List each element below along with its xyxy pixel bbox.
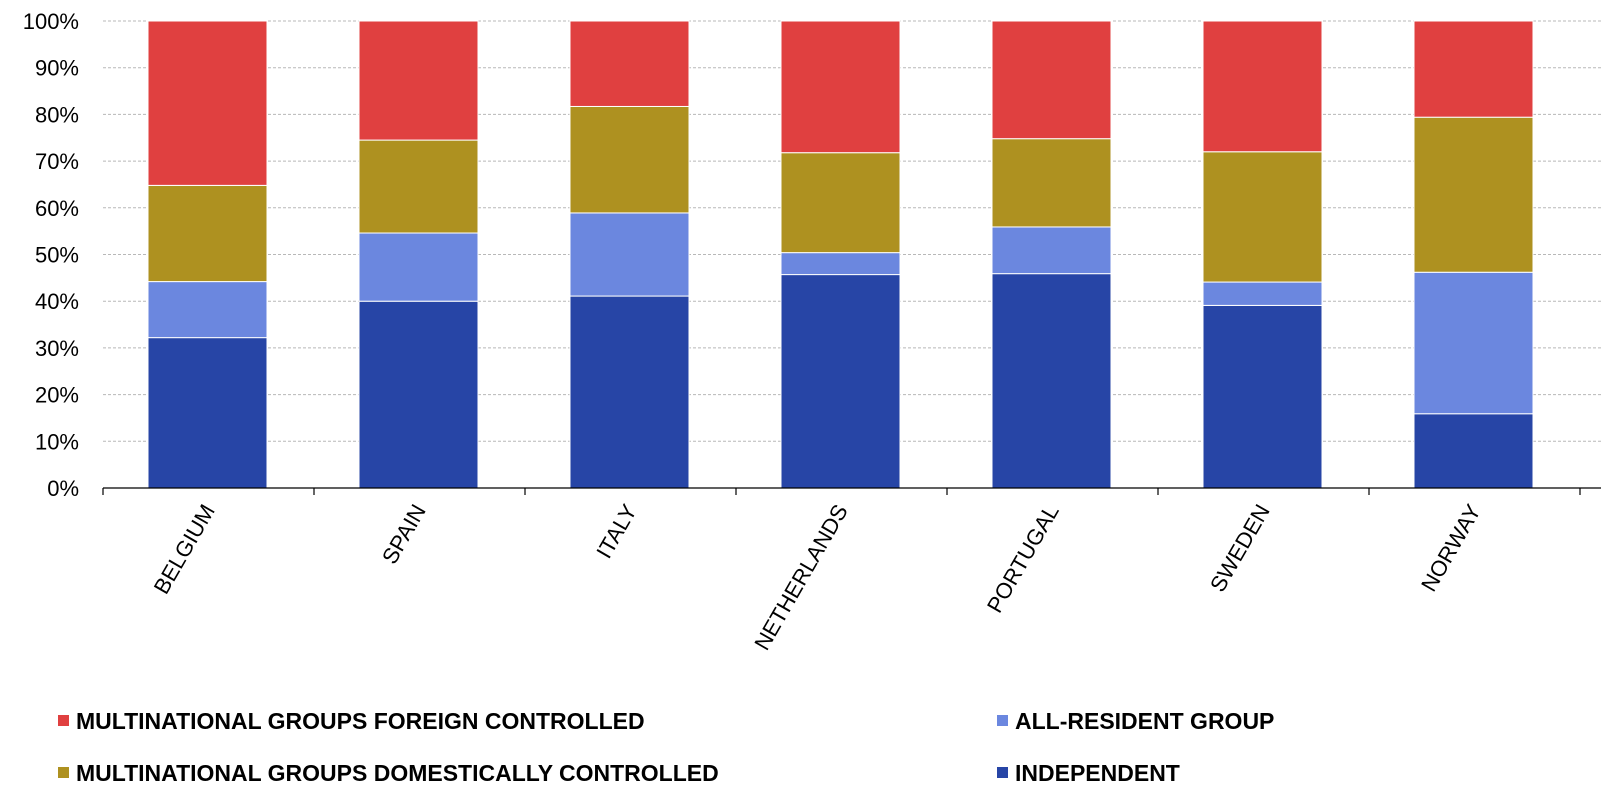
- x-category-label: NORWAY: [1416, 500, 1486, 596]
- bar-segment-multinational-groups-foreign-controlled: [780, 20, 901, 154]
- legend-swatch: [58, 715, 69, 726]
- legend-swatch: [58, 767, 69, 778]
- bars: [147, 20, 1534, 489]
- bar-segment-multinational-groups-foreign-controlled: [1202, 20, 1323, 153]
- bar-segment-all-resident-group: [1413, 271, 1534, 415]
- y-tick-label: 50%: [35, 243, 79, 268]
- bar-segment-multinational-groups-domestically-controlled: [780, 152, 901, 254]
- bar-segment-all-resident-group: [147, 281, 268, 339]
- bar-segment-multinational-groups-foreign-controlled: [569, 20, 690, 107]
- bar-segment-independent: [1202, 304, 1323, 489]
- y-tick-label: 10%: [35, 429, 79, 454]
- bar-segment-independent: [991, 273, 1112, 489]
- bar-segment-independent: [780, 274, 901, 489]
- y-tick-label: 80%: [35, 102, 79, 127]
- bar-segment-all-resident-group: [569, 212, 690, 297]
- bar-segment-multinational-groups-domestically-controlled: [569, 105, 690, 214]
- bar-segment-multinational-groups-domestically-controlled: [991, 138, 1112, 228]
- x-category-label: SWEDEN: [1205, 500, 1275, 596]
- x-category-label: NETHERLANDS: [749, 500, 853, 654]
- bar-segment-multinational-groups-domestically-controlled: [147, 184, 268, 283]
- legend-label: INDEPENDENT: [1015, 760, 1180, 786]
- legend-label: MULTINATIONAL GROUPS FOREIGN CONTROLLED: [76, 708, 645, 734]
- legend-swatch: [997, 715, 1008, 726]
- y-tick-label: 100%: [23, 9, 79, 34]
- y-tick-label: 60%: [35, 196, 79, 221]
- bar-segment-multinational-groups-domestically-controlled: [1413, 116, 1534, 273]
- bar-segment-multinational-groups-foreign-controlled: [358, 20, 479, 141]
- x-category-label: PORTUGAL: [982, 500, 1064, 617]
- legend-label: ALL-RESIDENT GROUP: [1015, 708, 1274, 734]
- legend-label: MULTINATIONAL GROUPS DOMESTICALLY CONTRO…: [76, 760, 719, 786]
- x-category-label: BELGIUM: [149, 500, 220, 598]
- bar-segment-all-resident-group: [1202, 281, 1323, 306]
- bar-segment-independent: [1413, 413, 1534, 489]
- bar-segment-independent: [569, 295, 690, 489]
- bar-segment-multinational-groups-foreign-controlled: [147, 20, 268, 186]
- bar-segment-multinational-groups-foreign-controlled: [991, 20, 1112, 140]
- legend-swatch: [997, 767, 1008, 778]
- y-tick-label: 0%: [47, 476, 79, 501]
- bar-segment-all-resident-group: [991, 226, 1112, 275]
- bar-segment-all-resident-group: [358, 232, 479, 302]
- y-tick-label: 70%: [35, 149, 79, 174]
- x-category-label: ITALY: [591, 500, 642, 563]
- bar-segment-all-resident-group: [780, 252, 901, 276]
- bar-segment-independent: [358, 300, 479, 489]
- bar-segment-independent: [147, 337, 268, 489]
- bar-segment-multinational-groups-domestically-controlled: [1202, 151, 1323, 283]
- x-category-label: SPAIN: [377, 500, 431, 568]
- y-tick-label: 90%: [35, 56, 79, 81]
- y-tick-label: 20%: [35, 383, 79, 408]
- bar-segment-multinational-groups-foreign-controlled: [1413, 20, 1534, 118]
- y-tick-label: 30%: [35, 336, 79, 361]
- legend: MULTINATIONAL GROUPS FOREIGN CONTROLLED A…: [58, 708, 1274, 786]
- bar-segment-multinational-groups-domestically-controlled: [358, 139, 479, 234]
- y-tick-label: 40%: [35, 289, 79, 314]
